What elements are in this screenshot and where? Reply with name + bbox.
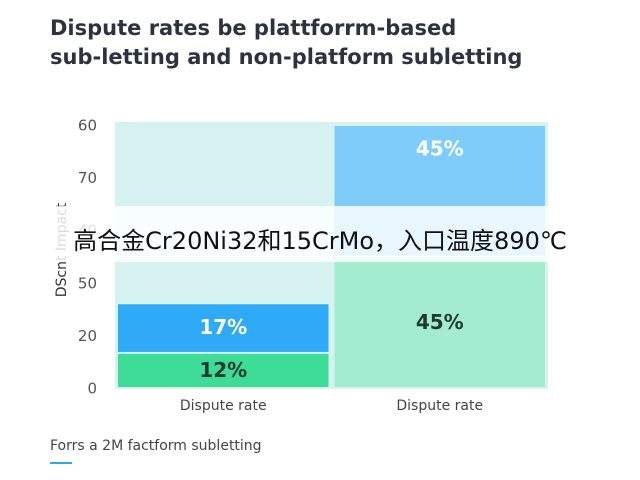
chart-title: sub-letting and non-platform subletting — [50, 45, 522, 69]
bar-segment — [334, 257, 545, 387]
y-tick-label: 70 — [78, 169, 97, 187]
x-tick-label: Dispute rate — [396, 398, 483, 414]
overlay-band — [0, 206, 640, 262]
value-label: 45% — [416, 137, 464, 161]
bar-segment — [118, 353, 329, 387]
y-tick-label: 50 — [78, 274, 97, 292]
bar-segment — [118, 304, 329, 352]
x-tick-label: Dispute rate — [180, 398, 267, 414]
chart-title: Dispute rates be plattforrm-based — [50, 16, 456, 40]
value-label: 12% — [199, 358, 247, 382]
overlay-text: 高合金Cr20Ni32和15CrMo，入口温度890℃ — [73, 227, 567, 255]
y-tick-label: 60 — [78, 117, 97, 135]
footnote: Forrs a 2M factform subletting — [50, 438, 262, 454]
value-label: 17% — [199, 315, 247, 339]
y-tick-label: 0 — [87, 380, 97, 398]
value-label: 45% — [416, 310, 464, 334]
y-tick-label: 20 — [78, 327, 97, 345]
